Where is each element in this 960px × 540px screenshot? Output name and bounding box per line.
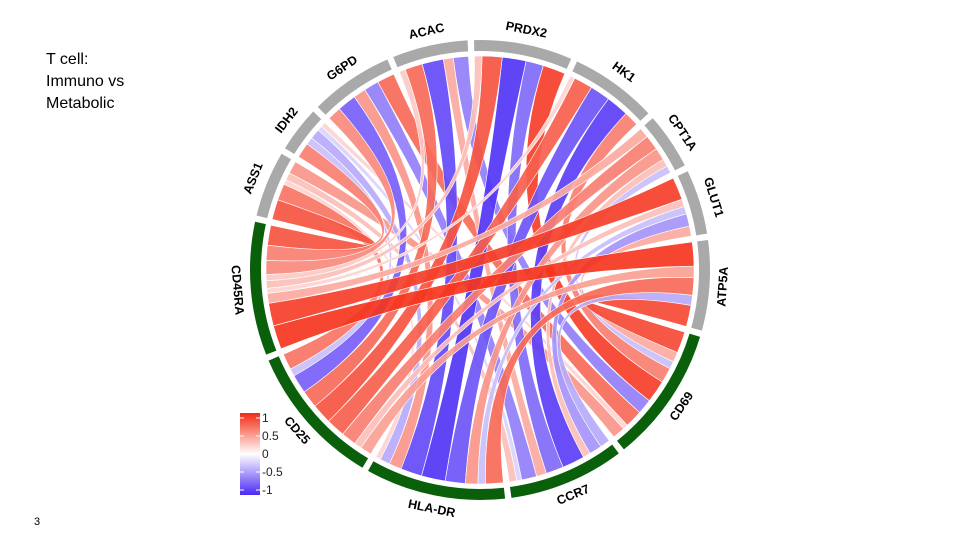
legend-color-bar xyxy=(240,413,260,495)
chord-link-cd45ra-cpt1a xyxy=(266,128,648,304)
slide-title-line-1: T cell: xyxy=(46,51,89,68)
sector-track-cd45ra xyxy=(250,221,277,355)
sector-label-glut1: GLUT1 xyxy=(701,176,727,219)
sector-label-atp5a: ATP5A xyxy=(714,266,731,307)
sector-label-ass1: ASS1 xyxy=(241,160,266,196)
sector-track-glut1 xyxy=(677,171,708,236)
sector-track-atp5a xyxy=(691,239,710,331)
sector-track-cd25 xyxy=(268,356,369,468)
sector-track-prdx2 xyxy=(473,40,572,69)
sector-track-ccr7 xyxy=(509,444,619,498)
legend-tick-label: -0.5 xyxy=(262,465,283,479)
chord-link-cd45ra-g6pd xyxy=(265,108,396,275)
slide-title-line-3: Metabolic xyxy=(46,95,115,112)
chord-link-cd45ra-glut1 xyxy=(268,177,683,327)
sector-track-hk1 xyxy=(572,61,649,121)
slide-title: T cell: Immuno vs Metabolic xyxy=(46,49,186,115)
legend-tick-label: 1 xyxy=(262,411,269,425)
sector-track-cpt1a xyxy=(644,118,685,171)
chord-links xyxy=(265,55,695,485)
chord-link-cd45ra-atp5a xyxy=(273,241,695,350)
legend-ticks: 1 0.5 0 -0.5 -1 xyxy=(240,411,283,497)
sector-label-cd45ra: CD45RA xyxy=(228,265,246,316)
sector-label-hla-dr: HLA-DR xyxy=(407,497,457,520)
sector-track-g6pd xyxy=(317,59,392,115)
sector-track-ass1 xyxy=(256,153,292,219)
sector-track-hla-dr xyxy=(368,461,506,501)
sector-tracks xyxy=(250,40,710,501)
sector-label-prdx2: PRDX2 xyxy=(505,19,549,41)
sector-track-acac xyxy=(393,40,469,68)
sector-label-ccr7: CCR7 xyxy=(555,482,592,508)
sector-label-idh2: IDH2 xyxy=(272,105,301,136)
chord-link-cd45ra-acac xyxy=(265,69,425,282)
slide-title-line-2: Immuno vs xyxy=(46,73,125,90)
legend-tick-label: 0 xyxy=(262,447,269,461)
legend-tick-label: 0.5 xyxy=(262,429,279,443)
sector-track-cd69 xyxy=(617,333,701,450)
sector-track-idh2 xyxy=(284,111,322,155)
color-legend: 1 0.5 0 -0.5 -1 xyxy=(240,411,283,497)
legend-tick-label: -1 xyxy=(262,483,273,497)
sector-label-hk1: HK1 xyxy=(610,59,638,85)
sector-label-acac: ACAC xyxy=(407,20,445,42)
chord-link-cd45ra-hk1 xyxy=(266,75,576,294)
page-number: 3 xyxy=(34,516,41,528)
